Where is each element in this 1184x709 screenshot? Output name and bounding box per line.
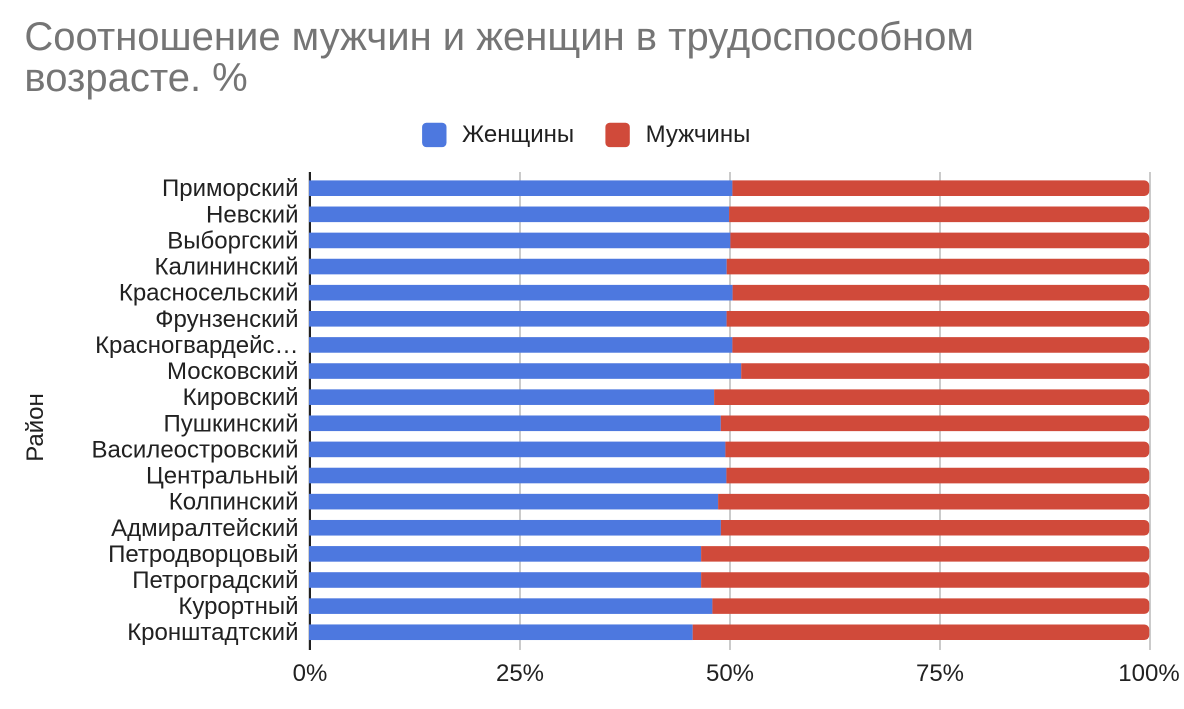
svg-text:Женщины: Женщины bbox=[462, 121, 574, 148]
svg-text:75%: 75% bbox=[916, 660, 964, 687]
svg-text:Калининский: Калининский bbox=[155, 254, 299, 281]
svg-text:Петроградский: Петроградский bbox=[132, 567, 298, 594]
svg-text:100%: 100% bbox=[1118, 660, 1179, 687]
svg-text:Центральный: Центральный bbox=[146, 463, 298, 490]
svg-text:Красногвардейс…: Красногвардейс… bbox=[95, 332, 298, 359]
svg-text:Фрунзенский: Фрунзенский bbox=[155, 306, 298, 333]
svg-text:Московский: Московский bbox=[167, 358, 299, 385]
svg-text:Колпинский: Колпинский bbox=[169, 489, 299, 516]
svg-text:Соотношение мужчин и женщин в: Соотношение мужчин и женщин в трудоспосо… bbox=[24, 15, 973, 59]
svg-text:Красносельский: Красносельский bbox=[119, 280, 299, 307]
svg-text:Выборгский: Выборгский bbox=[167, 227, 298, 254]
svg-text:Кировский: Кировский bbox=[183, 384, 299, 411]
svg-text:Невский: Невский bbox=[206, 201, 298, 228]
svg-text:Кронштадтский: Кронштадтский bbox=[127, 619, 298, 646]
svg-text:Петродворцовый: Петродворцовый bbox=[108, 541, 298, 568]
svg-text:Приморский: Приморский bbox=[162, 175, 299, 202]
svg-text:0%: 0% bbox=[293, 660, 328, 687]
svg-text:Курортный: Курортный bbox=[178, 593, 298, 620]
svg-text:Василеостровский: Василеостровский bbox=[92, 436, 299, 463]
svg-text:возрасте. %: возрасте. % bbox=[24, 56, 247, 100]
svg-text:25%: 25% bbox=[496, 660, 544, 687]
svg-text:Пушкинский: Пушкинский bbox=[164, 410, 299, 437]
svg-text:Мужчины: Мужчины bbox=[646, 121, 751, 148]
svg-text:50%: 50% bbox=[706, 660, 754, 687]
svg-text:Район: Район bbox=[22, 393, 49, 462]
svg-text:Адмиралтейский: Адмиралтейский bbox=[111, 515, 298, 542]
